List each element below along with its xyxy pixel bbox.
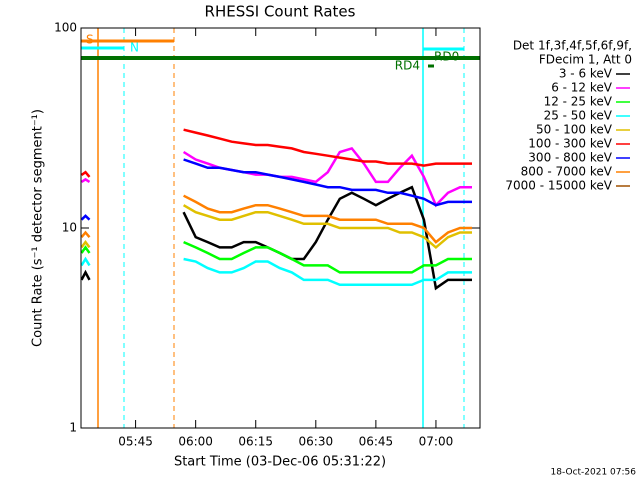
x-tick-label: 06:00 bbox=[178, 435, 213, 449]
annotation-label: RD0 bbox=[434, 50, 459, 64]
legend-label: 300 - 800 keV bbox=[528, 151, 612, 165]
legend-label: 6 - 12 keV bbox=[551, 81, 613, 95]
y-tick-label: 100 bbox=[54, 21, 77, 35]
legend-label: 3 - 6 keV bbox=[559, 67, 613, 81]
x-tick-label: 06:15 bbox=[238, 435, 273, 449]
x-tick-label: 06:45 bbox=[359, 435, 394, 449]
legend-label: 100 - 300 keV bbox=[528, 137, 612, 151]
annotation-label: S bbox=[86, 33, 94, 47]
x-tick-label: 05:45 bbox=[118, 435, 153, 449]
series-line bbox=[80, 158, 472, 221]
annotation-label: N bbox=[130, 41, 139, 55]
legend-header: FDecim 1, Att 0 bbox=[539, 53, 632, 67]
x-tick-label: 07:00 bbox=[419, 435, 454, 449]
legend-label: 800 - 7000 keV bbox=[521, 165, 613, 179]
legend-header: Det 1f,3f,4f,5f,6f,9f, bbox=[513, 39, 632, 53]
y-axis-label: Count Rate (s⁻¹ detector segment⁻¹) bbox=[31, 109, 46, 347]
y-tick-label: 10 bbox=[62, 221, 77, 235]
x-axis-label: Start Time (03-Dec-06 05:31:22) bbox=[174, 455, 386, 470]
series-line bbox=[80, 194, 472, 244]
chart-title: RHESSI Count Rates bbox=[205, 3, 356, 21]
legend-label: 25 - 50 keV bbox=[544, 109, 613, 123]
series-line bbox=[80, 185, 472, 291]
series-line bbox=[80, 256, 472, 287]
legend-label: 7000 - 15000 keV bbox=[505, 179, 612, 193]
legend-label: 50 - 100 keV bbox=[536, 123, 613, 137]
annotation-label: RD4 bbox=[395, 59, 420, 73]
series-line bbox=[80, 240, 472, 274]
series-line bbox=[80, 204, 472, 250]
x-tick-label: 06:30 bbox=[299, 435, 334, 449]
legend-label: 12 - 25 keV bbox=[544, 95, 613, 109]
footer: 18-Oct-2021 07:56 bbox=[551, 468, 637, 478]
series-line bbox=[80, 128, 472, 178]
y-tick-label: 1 bbox=[69, 421, 77, 435]
